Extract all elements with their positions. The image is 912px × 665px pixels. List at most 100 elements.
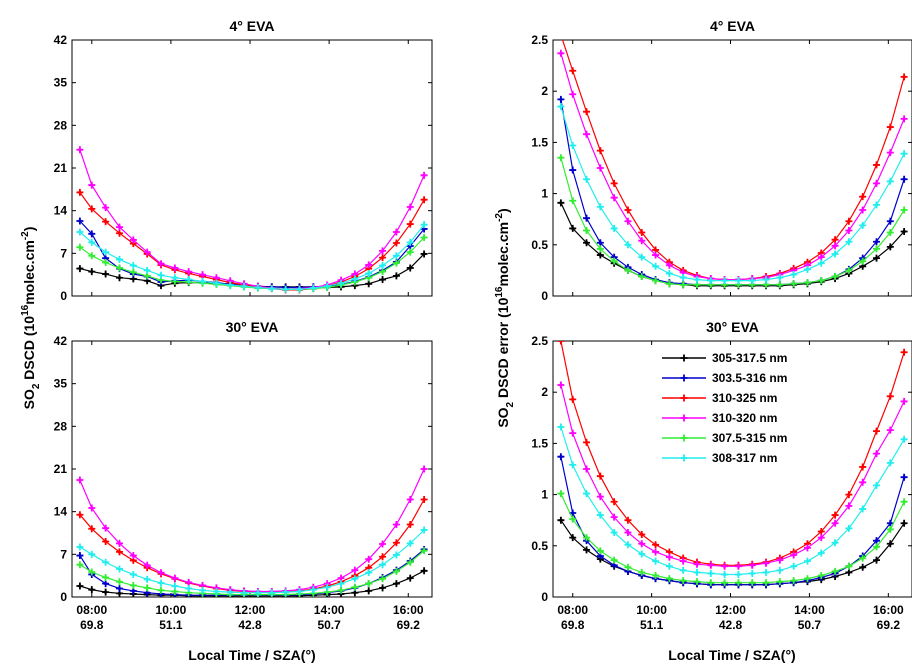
data-point-dot <box>173 584 177 588</box>
data-point-dot <box>270 287 274 291</box>
series-line-5 <box>79 550 425 596</box>
data-point-dot <box>626 530 630 535</box>
data-point-dot <box>380 263 385 268</box>
legend-marker <box>680 354 688 362</box>
data-point-dot <box>626 518 630 522</box>
data-point-dot <box>612 530 616 535</box>
data-point-dot <box>612 515 616 519</box>
data-point-dot <box>861 195 865 199</box>
data-point-dot <box>833 238 837 242</box>
data-point-dot <box>640 255 644 259</box>
data-point-dot <box>819 573 823 578</box>
data-point-dot <box>902 117 906 121</box>
data-point-dot <box>353 272 357 276</box>
data-point-dot <box>902 350 906 354</box>
data-point-dot <box>104 272 108 276</box>
data-point-dot <box>833 274 837 279</box>
data-point-dot <box>584 241 589 245</box>
y-tick-label: 14 <box>54 505 68 519</box>
data-point-dot <box>874 539 879 543</box>
data-point-dot <box>833 513 837 517</box>
left-y-axis-label-part: SO <box>21 389 37 409</box>
data-point-dot <box>584 536 589 540</box>
data-point-dot <box>819 529 823 534</box>
data-point-dot <box>117 567 122 571</box>
data-point-dot <box>187 586 191 591</box>
panel-title: 30° EVA <box>706 319 759 335</box>
data-point-dot <box>778 558 782 562</box>
series-group <box>76 465 428 597</box>
data-point-dot <box>612 500 616 504</box>
data-point-dot <box>90 588 94 592</box>
data-point-dot <box>200 279 205 283</box>
data-point-dot <box>861 223 865 227</box>
data-point-dot <box>408 497 412 502</box>
data-point-dot <box>653 279 658 283</box>
data-point-dot <box>325 284 329 288</box>
data-point-dot <box>861 264 865 268</box>
left-y-axis-label-part: molec.cm <box>21 240 37 305</box>
data-point-dot <box>117 276 122 280</box>
data-point-dot <box>695 562 699 566</box>
data-point-dot <box>626 543 630 547</box>
data-point-dot <box>833 244 837 248</box>
data-point-dot <box>131 558 135 563</box>
data-point-dot <box>159 273 163 277</box>
legend-label: 310-325 nm <box>712 391 777 405</box>
data-point-dot <box>833 252 837 256</box>
plot-frame <box>71 39 433 297</box>
data-point-dot <box>874 452 879 456</box>
data-point-dot <box>78 513 82 517</box>
left-y-axis-label-part: -2 <box>20 231 31 240</box>
data-point-dot <box>214 589 218 594</box>
data-point-dot <box>709 563 713 567</box>
series-group <box>76 146 428 294</box>
x-tick-label-time: 12:00 <box>715 603 746 617</box>
data-point-dot <box>117 231 122 235</box>
data-point-dot <box>145 268 149 272</box>
y-tick-label: 1.5 <box>531 135 548 149</box>
data-point-dot <box>750 571 754 576</box>
x-tick-label-time: 16:00 <box>393 603 424 617</box>
data-point-dot <box>200 588 205 592</box>
right-y-axis-label-part: ) <box>495 208 511 213</box>
y-tick-label: 1.5 <box>531 436 548 450</box>
data-point-dot <box>571 397 575 401</box>
panel-title: 30° EVA <box>226 319 279 335</box>
data-point-dot <box>792 553 796 557</box>
data-point-dot <box>681 568 685 572</box>
data-point-dot <box>78 190 82 194</box>
data-point-dot <box>200 583 205 588</box>
y-tick-label: 2 <box>541 385 548 399</box>
x-tick-label-time: 08:00 <box>76 603 107 617</box>
data-point-dot <box>559 383 563 387</box>
series-line-4 <box>79 149 425 290</box>
series-line-2 <box>79 220 425 289</box>
x-tick-label-sza: 50.7 <box>798 618 822 632</box>
data-point-dot <box>584 177 589 181</box>
data-point-dot <box>297 287 302 291</box>
legend-marker <box>680 434 688 442</box>
data-point-dot <box>200 273 205 277</box>
data-point-dot <box>90 570 94 574</box>
series-line-4 <box>79 468 425 593</box>
y-tick-label: 1 <box>541 187 548 201</box>
data-point-dot <box>640 542 644 546</box>
data-point-dot <box>598 241 602 245</box>
data-point-dot <box>833 569 837 574</box>
data-point-dot <box>874 247 879 251</box>
data-point-dot <box>571 92 575 96</box>
series-line-3 <box>560 341 905 566</box>
data-point-dot <box>847 268 851 272</box>
data-point-dot <box>117 541 122 545</box>
data-point-dot <box>612 558 616 562</box>
data-point-dot <box>117 257 122 262</box>
data-point-dot <box>598 513 602 517</box>
data-point-dot <box>750 581 754 585</box>
data-point-dot <box>667 576 671 581</box>
data-point-dot <box>559 33 562 36</box>
data-point-dot <box>367 557 371 561</box>
data-point-dot <box>422 173 426 177</box>
data-point-dot <box>173 576 177 580</box>
data-point-dot <box>681 283 685 287</box>
